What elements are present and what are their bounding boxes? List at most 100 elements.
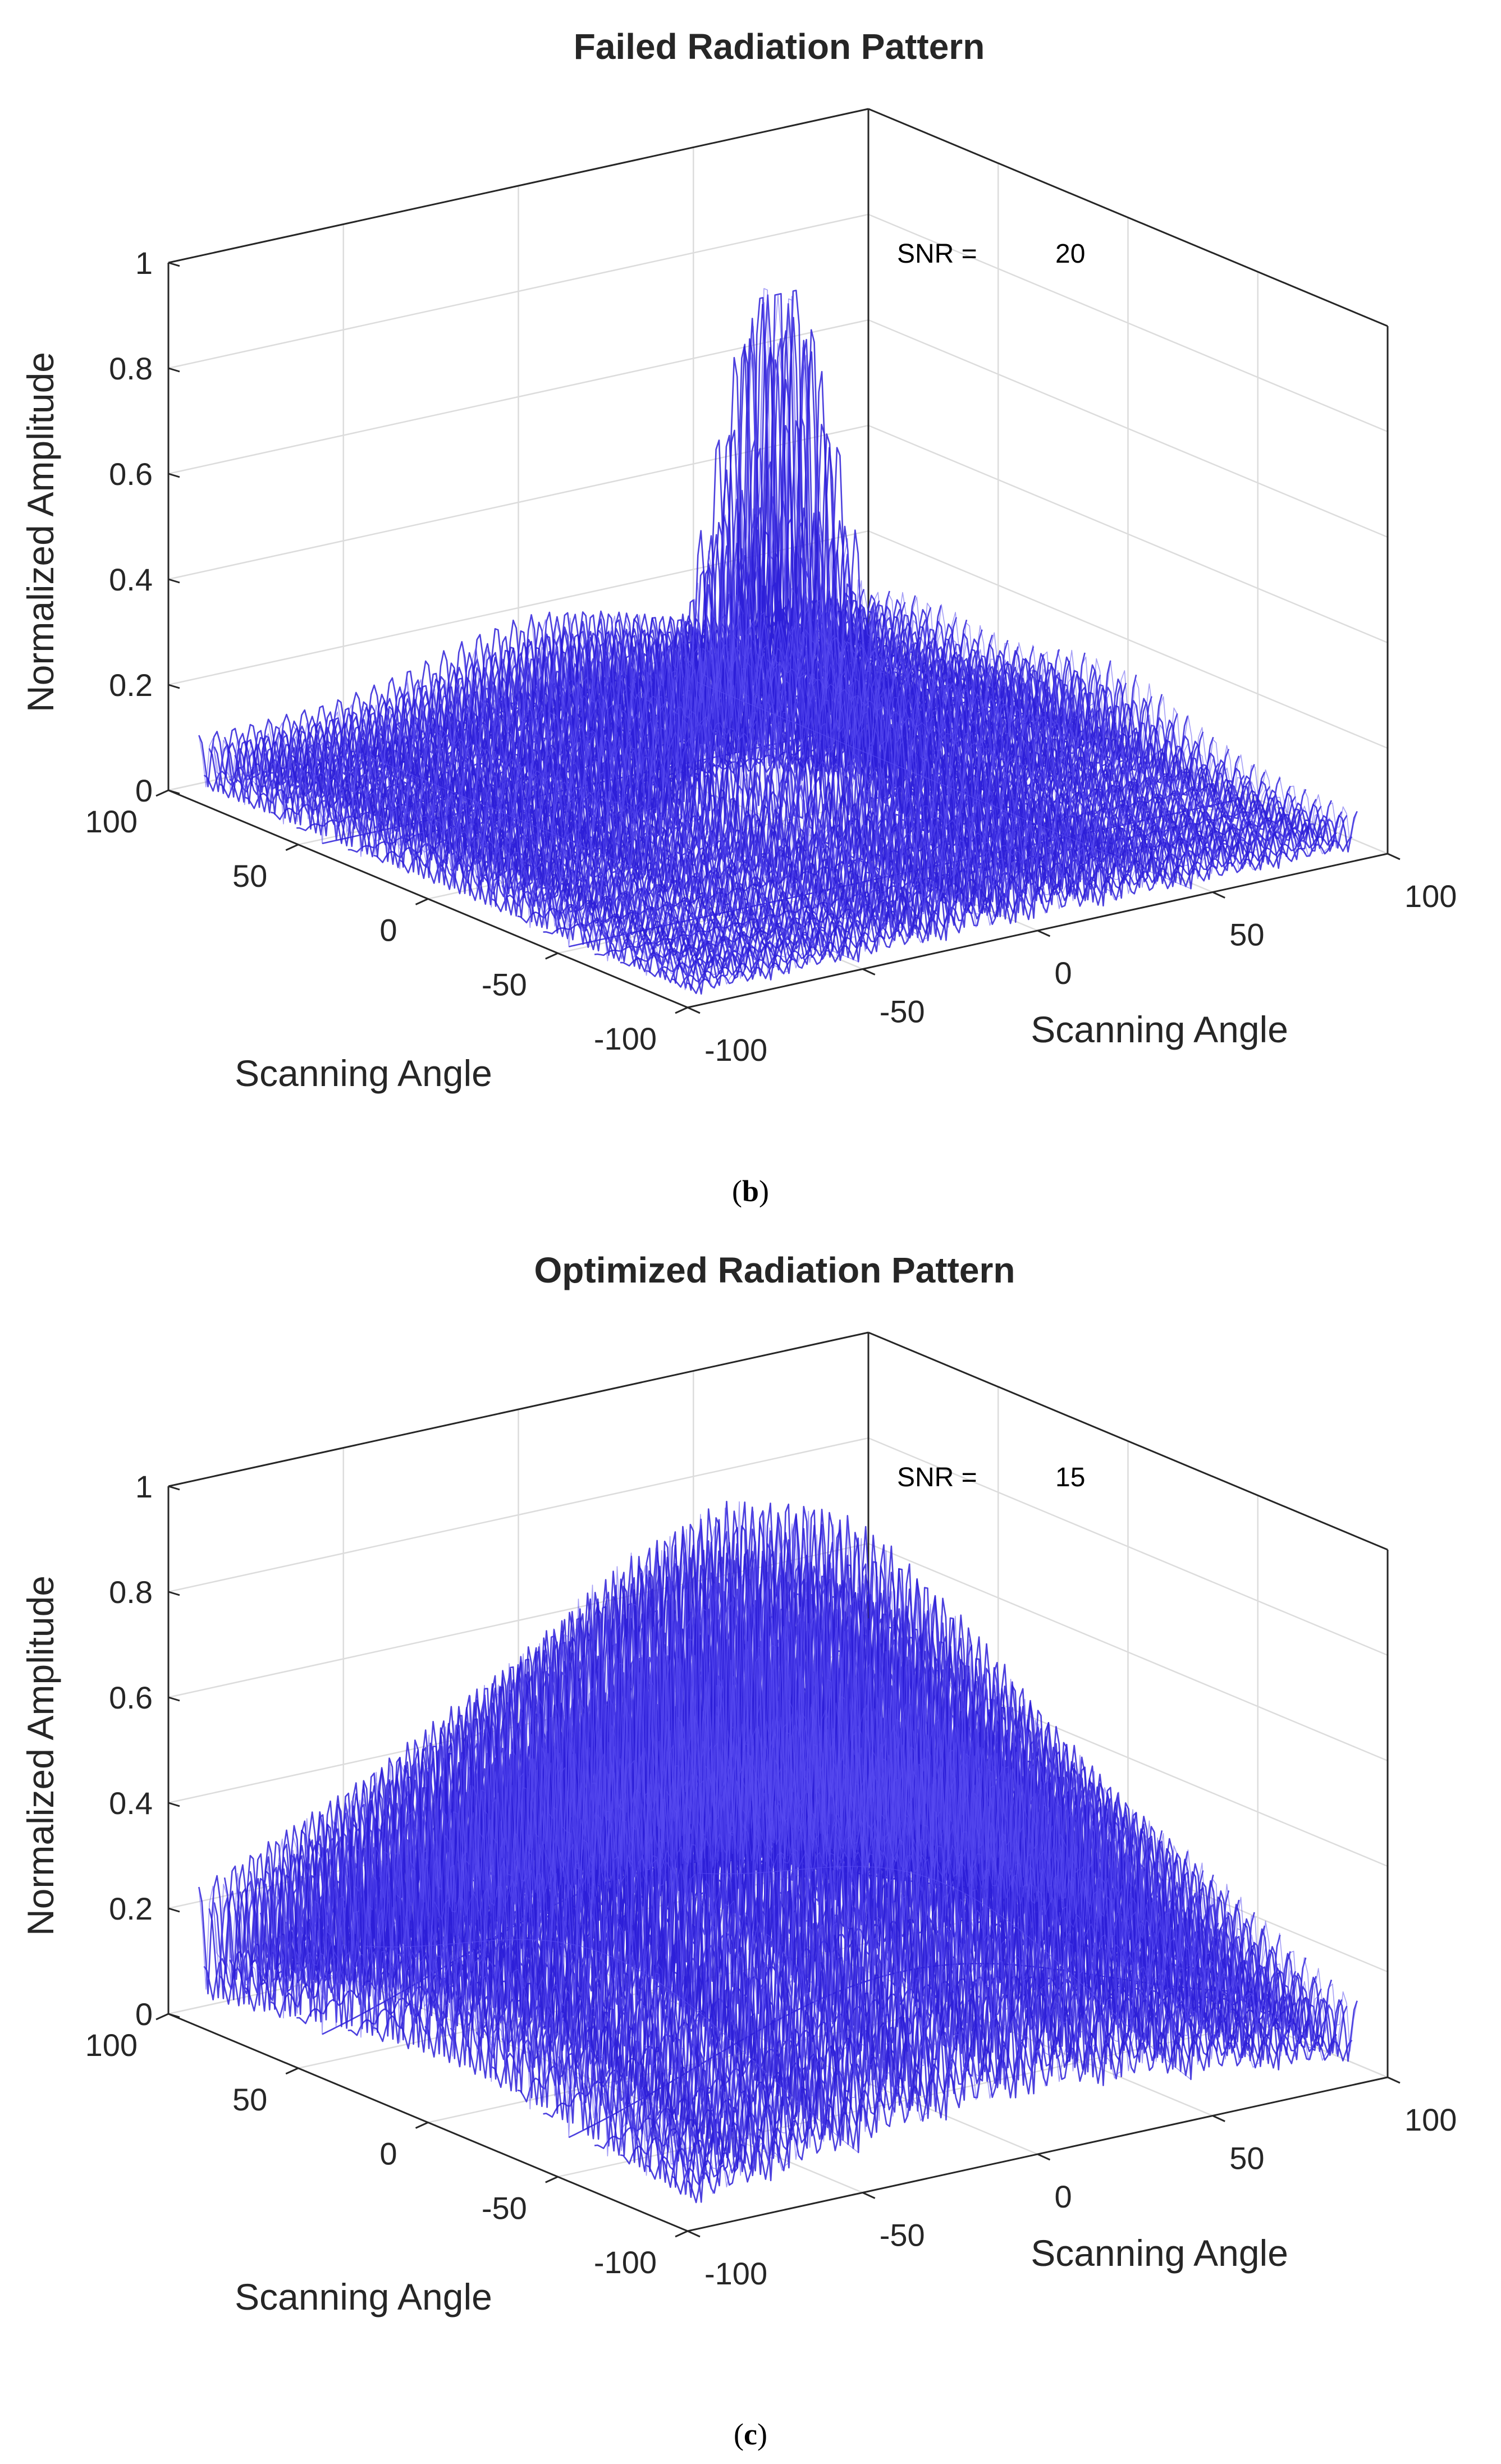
panel-caption: (c)	[734, 2417, 767, 2451]
caption-letter: c	[744, 2417, 757, 2451]
z-tick-label: 1	[135, 245, 153, 281]
z-grid-line	[168, 213, 1388, 433]
z-tick-label: 1	[135, 1469, 153, 1504]
x-axis: -100 -50 0 50 100 Scanning Angle	[687, 853, 1457, 1068]
y-tick-label: -50	[482, 2190, 527, 2225]
y-tick-mark	[545, 2176, 559, 2183]
z-tick-mark	[168, 473, 180, 478]
z-tick-mark	[168, 1907, 180, 1913]
z-tick-mark	[168, 789, 180, 795]
surface-cross-line	[835, 636, 1330, 854]
x-tick-label: -50	[880, 994, 925, 1029]
surface-cross-line	[780, 622, 1275, 864]
surface-mesh	[198, 1500, 1358, 2204]
x-axis-label: Scanning Angle	[1031, 2232, 1288, 2274]
y-tick-mark	[155, 789, 169, 797]
z-axis-label: Normalized Amplitude	[20, 1576, 61, 1936]
z-tick-mark	[168, 578, 180, 584]
x-axis-label: Scanning Angle	[1031, 1009, 1288, 1050]
z-tick-label: 0.6	[109, 456, 153, 492]
surface-cross-line	[822, 633, 1316, 857]
axis-edge	[168, 1331, 869, 1487]
chart-title: Optimized Radiation Pattern	[534, 1250, 1015, 1290]
surface-cross-line	[766, 1851, 1261, 2068]
surface-cross-line	[365, 1939, 859, 2153]
surface-cross-line	[600, 1510, 1095, 2068]
x-tick-mark	[1387, 2076, 1401, 2084]
x-tick-label: 0	[1055, 2179, 1072, 2214]
y-tick-mark	[285, 844, 299, 851]
x-tick-label: -100	[704, 1032, 767, 1068]
surface-cross-line	[434, 729, 928, 943]
surface-cross-line	[309, 1856, 804, 2160]
chart-title: Failed Radiation Pattern	[574, 26, 985, 67]
y-tick-mark	[155, 2013, 169, 2021]
surface-cross-line	[295, 762, 789, 974]
z-tick-label: 0.6	[109, 1680, 153, 1715]
y-axis: -100 -50 0 50 100 Scanning Angle	[85, 2013, 688, 2318]
y-tick-mark	[285, 2067, 299, 2075]
surface-line	[671, 832, 1337, 988]
surface-cross-line	[240, 1936, 734, 2188]
x-tick-mark	[687, 1006, 701, 1014]
y-tick-label: -50	[482, 967, 527, 1002]
surface-cross-line	[849, 603, 1344, 849]
surface-cross-line	[392, 1623, 887, 2121]
surface-cross-line	[226, 771, 720, 988]
surface-cross-line	[559, 569, 1053, 914]
axis-edge	[868, 1331, 1388, 1551]
surface-cross-line	[766, 659, 1261, 871]
x-tick-mark	[1037, 2153, 1051, 2161]
surface-line	[687, 2040, 1353, 2204]
z-tick-label: 0	[135, 773, 153, 808]
surface-cross-line	[517, 1573, 1012, 2086]
z-tick-label: 0.4	[109, 1785, 153, 1821]
z-tick-label: 0.2	[109, 1891, 153, 1926]
axis-edge	[868, 108, 1388, 327]
surface-plot-c: Optimized Radiation Pattern 0 0.2 0.4 0.6 0.8…	[20, 1250, 1457, 2451]
x-tick-mark	[862, 2192, 876, 2199]
y-tick-mark	[415, 898, 429, 905]
surface-cross-line	[835, 1833, 1330, 2061]
surface-cross-line	[365, 755, 859, 963]
z-tick-mark	[168, 1696, 180, 1702]
z-tick-label: 0	[135, 1996, 153, 2032]
surface-cross-line	[822, 1818, 1316, 2061]
surface-plot-b: Failed Radiation Pattern 0 0.2 0.4 0.6 0.8 1 No…	[20, 26, 1457, 1208]
surface-cross-line	[461, 584, 956, 928]
surface-cross-line	[697, 681, 1191, 890]
z-grid-hidden	[168, 368, 688, 585]
surface-cross-line	[863, 589, 1358, 844]
z-tick-mark	[168, 367, 180, 373]
surface-cross-line	[628, 686, 1122, 900]
z-tick-mark	[168, 262, 180, 267]
surface-cross-line	[849, 1764, 1344, 2055]
x-tick-label: 100	[1404, 878, 1457, 914]
x-tick-mark	[1037, 929, 1051, 937]
y-tick-mark	[415, 2122, 429, 2129]
surface-mesh	[198, 288, 1358, 995]
surface-cross-line	[226, 1962, 721, 2194]
snr-value: 20	[1055, 239, 1085, 269]
z-axis: 0 0.2 0.4 0.6 0.8 1 Normalized Amplitude	[20, 245, 180, 808]
surface-cross-line	[697, 1866, 1191, 2080]
surface-cross-line	[434, 1854, 928, 2122]
y-tick-label: -100	[594, 2245, 657, 2280]
surface-cross-line	[295, 1951, 790, 2171]
z-grid-hidden	[168, 263, 688, 480]
surface-cross-line	[240, 761, 734, 984]
z-tick-label: 0.2	[109, 667, 153, 703]
snr-label: SNR =	[897, 1463, 977, 1492]
y-tick-mark	[545, 952, 559, 960]
x-tick-mark	[1212, 2115, 1225, 2122]
y-axis-label: Scanning Angle	[235, 2276, 492, 2318]
caption-paren-close: )	[757, 2417, 767, 2451]
y-tick-label: 100	[85, 2027, 138, 2063]
surface-cross-line	[863, 1739, 1358, 2052]
caption-paren-close: )	[759, 1174, 769, 1208]
x-tick-label: 50	[1229, 2141, 1264, 2176]
x-tick-label: 100	[1404, 2102, 1457, 2137]
z-axis: 0 0.2 0.4 0.6 0.8 1 Normalized Amplitude	[20, 1469, 180, 2032]
x-tick-mark	[1212, 891, 1225, 899]
x-tick-mark	[1387, 853, 1401, 860]
